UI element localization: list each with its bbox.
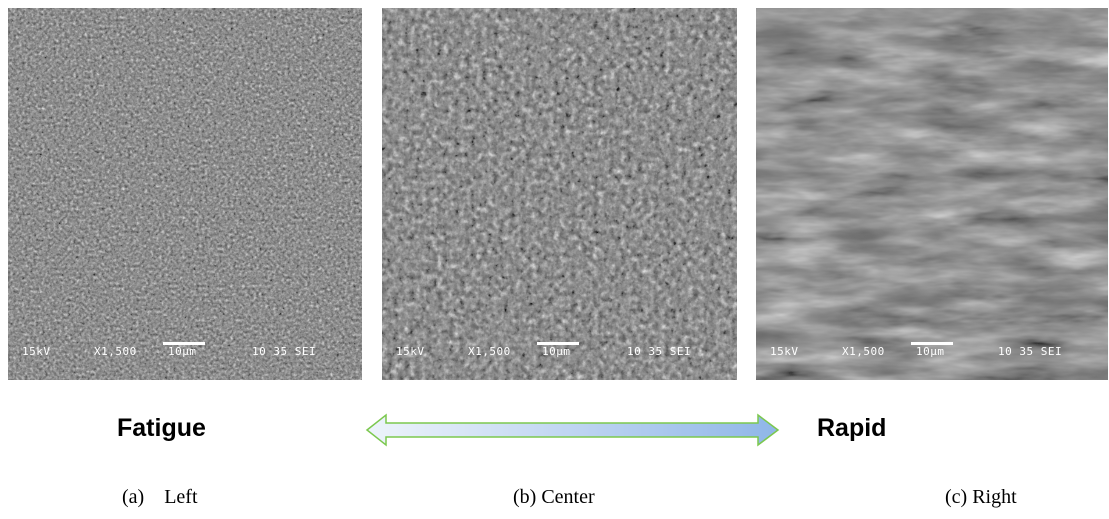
voltage: 15kV <box>770 345 799 358</box>
image-code: 10 35 SEI <box>252 345 316 358</box>
magnification: X1,500 <box>94 345 137 358</box>
sem-texture <box>756 8 1108 380</box>
scale-label: 10µm <box>168 345 197 358</box>
voltage: 15kV <box>396 345 425 358</box>
caption: (b) Center <box>513 486 595 509</box>
sem-texture <box>382 8 737 380</box>
arrow-right-label: Rapid <box>817 414 886 443</box>
sem-texture <box>8 8 362 380</box>
arrow-left-label: Fatigue <box>117 414 206 443</box>
figure: Fatigue Rapid 15kV X1,500 10µm 10 35 SEI (a)… <box>0 0 1109 519</box>
image-code: 10 35 SEI <box>627 345 691 358</box>
magnification: X1,500 <box>468 345 511 358</box>
voltage: 15kV <box>22 345 51 358</box>
sem-image: 15kV X1,500 10µm 10 35 SEI <box>382 8 737 380</box>
scale-label: 10µm <box>542 345 571 358</box>
sem-image: 15kV X1,500 10µm 10 35 SEI <box>756 8 1108 380</box>
caption: (c) Right <box>945 486 1017 509</box>
double-arrow <box>364 412 784 448</box>
scale-label: 10µm <box>916 345 945 358</box>
caption: (a) Left <box>122 486 198 509</box>
sem-image: 15kV X1,500 10µm 10 35 SEI <box>8 8 362 380</box>
image-code: 10 35 SEI <box>998 345 1062 358</box>
magnification: X1,500 <box>842 345 885 358</box>
